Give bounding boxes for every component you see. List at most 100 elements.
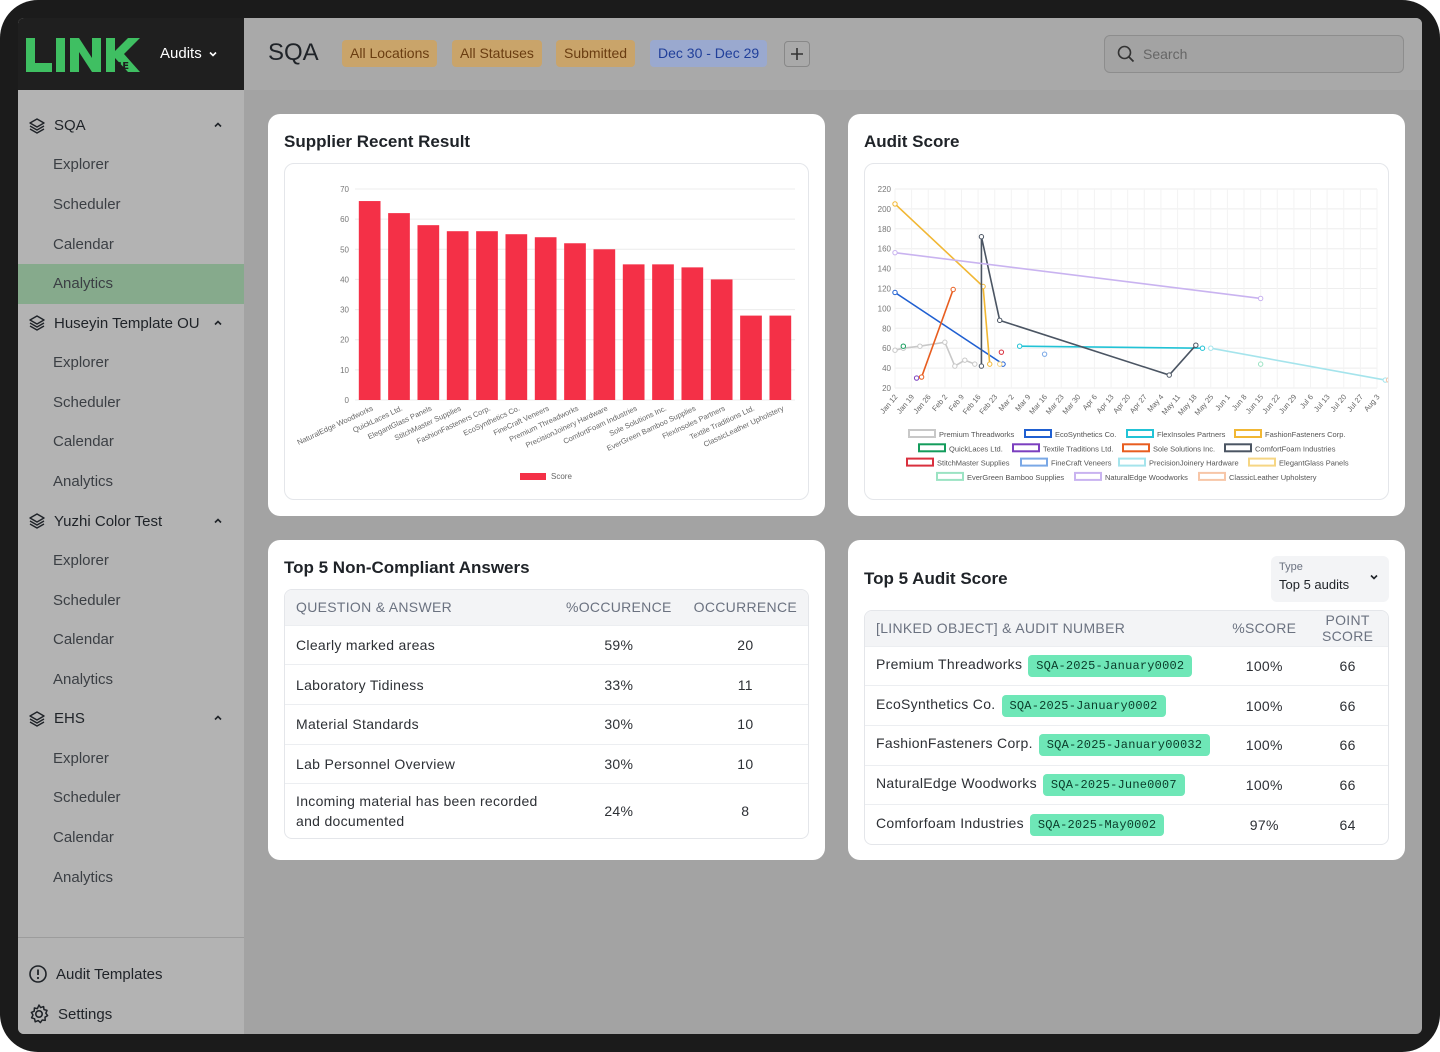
sidebar-item-calendar[interactable]: Calendar (53, 433, 114, 451)
chevron-up-icon[interactable] (212, 317, 224, 329)
data-point[interactable] (972, 361, 978, 367)
legend-label[interactable]: ComfortFoam Industries (1255, 444, 1336, 453)
series-line[interactable] (980, 236, 1197, 376)
audit-number-tag[interactable]: SQA-2025-January00032 (1038, 734, 1211, 757)
legend-swatch[interactable] (1224, 443, 1252, 453)
legend-swatch[interactable] (1198, 471, 1226, 481)
legend-swatch[interactable] (1248, 457, 1276, 467)
data-point[interactable] (997, 361, 1003, 367)
sidebar-item-calendar[interactable]: Calendar (53, 235, 114, 253)
legend-label[interactable]: QuickLaces Ltd. (949, 444, 1003, 453)
legend-swatch[interactable] (906, 457, 934, 467)
column-header-pct[interactable]: %OCCURENCE (554, 590, 683, 625)
bar[interactable] (417, 225, 440, 400)
legend-swatch[interactable] (1012, 443, 1040, 453)
column-header-point-score[interactable]: POINT SCORE (1307, 611, 1388, 646)
table-row[interactable]: FashionFasteners Corp. SQA-2025-January00… (865, 724, 1388, 766)
legend-swatch[interactable] (908, 429, 936, 438)
data-point[interactable] (1193, 342, 1199, 348)
sidebar-item-analytics[interactable]: Analytics (53, 473, 114, 491)
table-row[interactable]: EcoSynthetics Co. SQA-2025-January0002 100… (865, 685, 1388, 726)
link-logo[interactable]: SE (26, 38, 142, 72)
sidebar-group-1[interactable]: Huseyin Template OU (18, 304, 244, 343)
data-point[interactable] (1016, 343, 1023, 349)
legend-swatch[interactable] (918, 443, 946, 453)
legend-swatch[interactable] (520, 473, 546, 480)
table-row[interactable]: Incoming material has been recorded and … (285, 783, 808, 838)
legend-swatch[interactable] (936, 471, 964, 481)
bar[interactable] (358, 201, 381, 400)
data-point[interactable] (1385, 377, 1389, 383)
column-header-occurrence[interactable]: OCCURRENCE (682, 590, 808, 625)
chevron-up-icon[interactable] (212, 712, 224, 724)
series-line[interactable] (1210, 347, 1386, 381)
column-header-score-pct[interactable]: %SCORE (1221, 611, 1308, 646)
legend-label[interactable]: FashionFasteners Corp. (1265, 430, 1345, 439)
bar[interactable] (505, 234, 528, 400)
data-point[interactable] (942, 339, 948, 345)
data-point[interactable] (1041, 351, 1048, 357)
bar[interactable] (652, 264, 674, 400)
data-point[interactable] (1166, 372, 1172, 378)
legend-swatch[interactable] (1024, 429, 1052, 438)
audit-number-tag[interactable]: SQA-2025-May0002 (1029, 813, 1165, 836)
module-switch[interactable]: Audits (160, 45, 218, 62)
sidebar-item-scheduler[interactable]: Scheduler (53, 196, 121, 214)
table-row[interactable]: Laboratory Tidiness 33% 11 (285, 664, 808, 705)
data-point[interactable] (917, 343, 923, 349)
data-point[interactable] (892, 347, 898, 353)
legend-label[interactable]: EcoSynthetics Co. (1055, 430, 1116, 439)
chevron-up-icon[interactable] (212, 515, 224, 527)
bar[interactable] (593, 249, 616, 400)
sidebar-item-calendar[interactable]: Calendar (53, 828, 114, 846)
sidebar-item-scheduler[interactable]: Scheduler (53, 591, 121, 609)
legend-label[interactable]: StitchMaster Supplies (937, 459, 1010, 468)
sidebar-item-explorer[interactable]: Explorer (53, 354, 109, 372)
data-point[interactable] (962, 357, 968, 363)
sidebar-item-scheduler[interactable]: Scheduler (53, 789, 121, 807)
chevron-up-icon[interactable] (212, 119, 224, 131)
data-point[interactable] (1208, 345, 1214, 351)
series-line[interactable] (894, 341, 976, 368)
bar[interactable] (388, 213, 410, 400)
sidebar-item-explorer[interactable]: Explorer (53, 551, 109, 569)
bar[interactable] (622, 264, 645, 400)
legend-swatch[interactable] (1234, 429, 1262, 438)
data-point[interactable] (913, 375, 920, 381)
audit-number-tag[interactable]: SQA-2025-June0007 (1042, 773, 1185, 796)
sidebar-item-settings[interactable]: Settings (18, 994, 244, 1034)
legend-label[interactable]: ClassicLeather Upholstery (1229, 473, 1317, 482)
search-input[interactable] (1143, 46, 1383, 62)
series-line[interactable] (920, 289, 954, 378)
data-point[interactable] (892, 201, 898, 207)
data-point[interactable] (892, 249, 898, 256)
sidebar-group-2[interactable]: Yuzhi Color Test (18, 502, 244, 541)
column-header-linked-object[interactable]: [LINKED OBJECT] & AUDIT NUMBER (865, 611, 1222, 646)
data-point[interactable] (900, 343, 907, 349)
legend-label[interactable]: PrecisionJoinery Hardware (1149, 459, 1239, 468)
legend-swatch[interactable] (1074, 471, 1102, 481)
bar[interactable] (740, 315, 762, 400)
audit-number-tag[interactable]: SQA-2025-January0002 (1028, 654, 1193, 677)
search-box[interactable] (1104, 35, 1404, 73)
legend-label[interactable]: FineCraft Veneers (1051, 459, 1112, 468)
sidebar-item-analytics[interactable]: Analytics (53, 868, 114, 886)
legend-label[interactable]: Textile Traditions Ltd. (1043, 444, 1113, 453)
sidebar-item-analytics[interactable]: Analytics (18, 264, 244, 304)
data-point[interactable] (997, 317, 1003, 324)
legend-swatch[interactable] (1122, 443, 1150, 453)
data-point[interactable] (987, 361, 993, 367)
legend-label[interactable]: ElegantGlass Panels (1279, 459, 1349, 468)
series-line[interactable] (894, 203, 991, 365)
sidebar-item-scheduler[interactable]: Scheduler (53, 393, 121, 411)
table-row[interactable]: Clearly marked areas 59% 20 (285, 624, 808, 665)
date-range-filter[interactable]: Dec 30 - Dec 29 (650, 40, 768, 67)
series-line[interactable] (894, 251, 1261, 300)
data-point[interactable] (978, 234, 985, 240)
legend-label[interactable]: Sole Solutions Inc. (1153, 444, 1215, 453)
status-filter[interactable]: All Statuses (452, 40, 542, 67)
series-line[interactable] (894, 291, 1004, 365)
audit-number-tag[interactable]: SQA-2025-January0002 (1001, 694, 1166, 717)
location-filter[interactable]: All Locations (342, 40, 438, 67)
table-row[interactable]: Premium Threadworks SQA-2025-January0002 1… (865, 645, 1388, 686)
